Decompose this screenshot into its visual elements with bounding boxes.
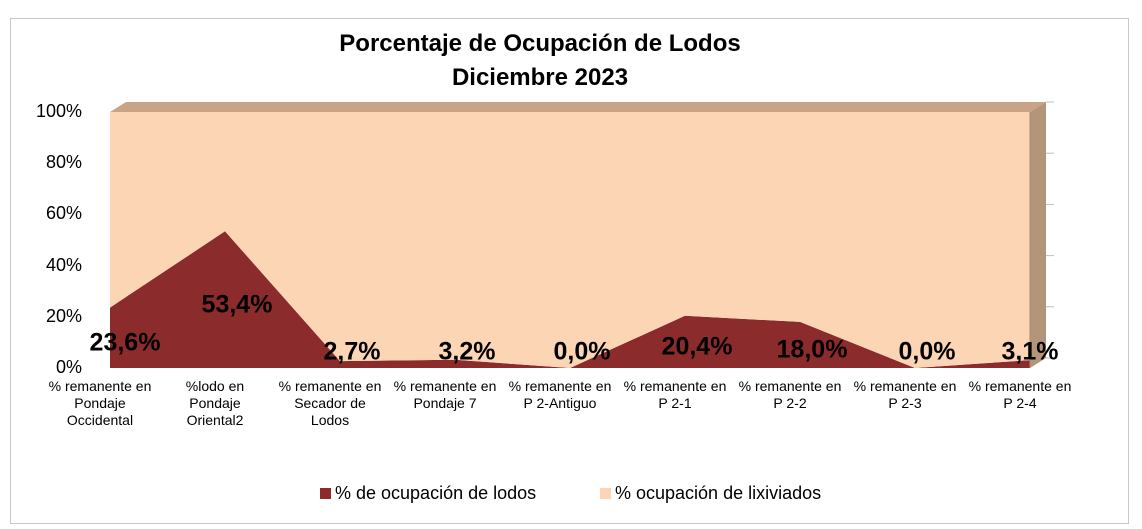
x-tick-label: % remanente en P 2-1	[623, 378, 727, 411]
legend-label: % ocupación de lixiviados	[615, 483, 822, 503]
data-label: 20,4%	[661, 332, 733, 361]
y-tick-label: 80%	[45, 152, 82, 173]
data-label: 23,6%	[89, 328, 161, 357]
legend-swatch	[320, 488, 331, 499]
top-face	[110, 102, 1046, 112]
y-tick-label: 20%	[45, 305, 82, 326]
data-label: 0,0%	[898, 337, 956, 366]
chart-subtitle: Diciembre 2023	[451, 64, 629, 91]
legend-label: % de ocupación de lodos	[335, 483, 537, 503]
x-tick-label: % remanente en Secador de Lodos	[278, 378, 382, 428]
y-tick-label: 60%	[45, 203, 82, 224]
x-tick-label: % remanente en P 2-3	[853, 378, 957, 411]
chart-title: Porcentaje de Ocupación de Lodos	[339, 30, 741, 57]
area	[110, 231, 1030, 368]
side-face	[1030, 102, 1046, 368]
x-tick-label: %lodo en Pondaje Oriental2	[185, 378, 245, 428]
chart-frame	[10, 18, 1129, 524]
data-label: 53,4%	[201, 290, 273, 319]
data-label: 18,0%	[776, 335, 848, 364]
x-tick-label: % remanente en Pondaje 7	[393, 378, 497, 411]
x-tick-label: % remanente en P 2-4	[968, 378, 1072, 411]
y-tick-label: 40%	[45, 254, 82, 275]
y-tick-label: 0%	[55, 357, 82, 377]
area	[110, 112, 1030, 368]
legend-swatch	[600, 488, 611, 499]
x-tick-label: % remanente en P 2-Antiguo	[508, 378, 612, 411]
data-label: 3,1%	[1001, 337, 1059, 366]
x-tick-label: % remanente en P 2-2	[738, 378, 842, 411]
x-tick-label: % remanente en Pondaje Occidental	[48, 378, 152, 428]
data-label: 0,0%	[553, 337, 611, 366]
data-label: 2,7%	[323, 337, 381, 366]
data-label: 3,2%	[438, 337, 496, 366]
y-tick-label: 100%	[35, 101, 82, 121]
